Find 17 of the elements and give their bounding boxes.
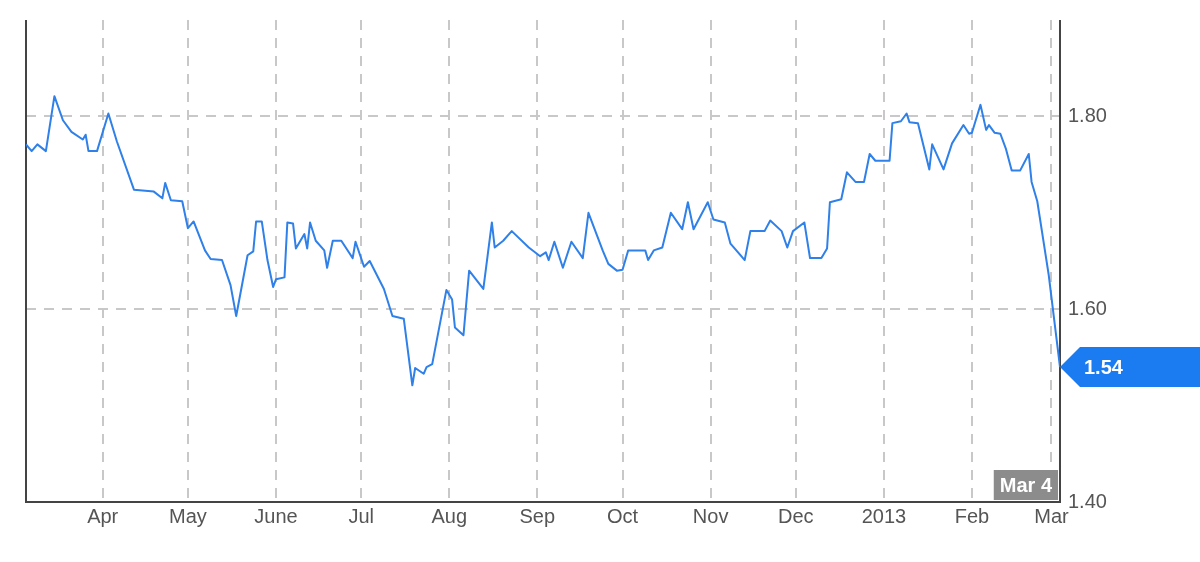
x-tick-label: Feb: [954, 504, 990, 527]
y-tick-label: 1.80: [1068, 103, 1107, 126]
x-tick-label: Apr: [87, 504, 119, 527]
x-tick-label: Nov: [692, 504, 729, 527]
y-tick-label: 1.40: [1068, 489, 1107, 512]
x-tick-label: Jul: [348, 504, 374, 527]
x-tick-label: Aug: [431, 504, 468, 527]
x-tick-label: Mar: [1034, 504, 1070, 527]
x-tick-label: Sep: [519, 504, 556, 527]
x-tick-label: Dec: [778, 504, 814, 527]
x-tick-label: June: [254, 504, 298, 527]
annotation: 1.54: [1084, 355, 1124, 378]
x-tick-label: Oct: [606, 504, 639, 527]
annotation: Mar 4: [999, 473, 1053, 496]
x-tick-label: May: [169, 504, 207, 527]
x-tick-label: 2013: [861, 504, 907, 527]
y-tick-label: 1.60: [1068, 296, 1107, 319]
